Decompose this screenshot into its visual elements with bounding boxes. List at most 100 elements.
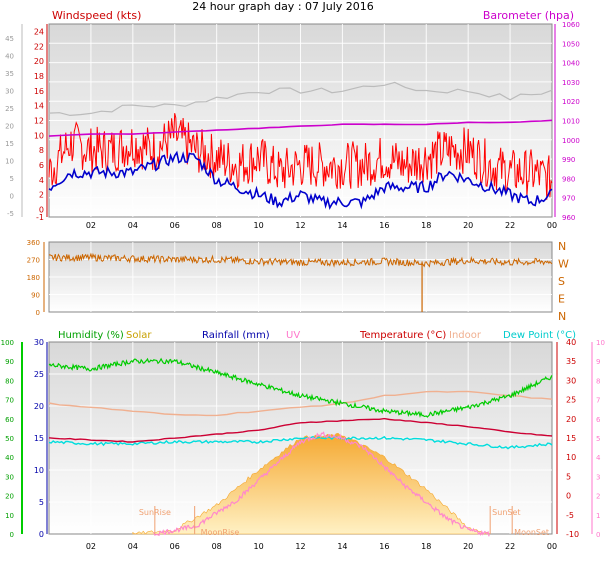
temperature-tick: 20	[566, 415, 576, 424]
wind-x-tick: 14	[337, 221, 347, 230]
humidity-tick: 40	[5, 454, 14, 462]
barometer-tick: 1030	[562, 79, 580, 87]
outer-wind-tick: 20	[5, 123, 14, 131]
uv-tick: 3	[596, 473, 600, 481]
barometer-tick: 990	[562, 156, 575, 164]
barometer-axis-label: Barometer (hpa)	[483, 9, 574, 22]
humidity-tick: 70	[5, 397, 14, 405]
temp-x-tick: 16	[379, 542, 389, 551]
barometer-tick: 1010	[562, 118, 580, 126]
rainfall-tick: 0	[39, 530, 44, 539]
windspeed-axis-label: Windspeed (kts)	[52, 9, 141, 22]
moonset-label: MoonSet	[514, 528, 549, 537]
temp-x-tick: 12	[295, 542, 305, 551]
outer-wind-tick: 30	[5, 88, 14, 96]
uv-tick: 9	[596, 358, 600, 366]
gust-line	[48, 113, 553, 200]
wind-tick: 14	[34, 102, 44, 111]
humidity-tick: 100	[1, 339, 14, 347]
direction-tick: 180	[27, 274, 40, 282]
uv-tick: 7	[596, 397, 600, 405]
outer-wind-tick: -5	[7, 210, 14, 218]
solar-label: Solar	[126, 330, 152, 341]
temperature-label: Temperature (°C)	[359, 330, 446, 341]
compass-label: W	[558, 258, 569, 271]
temp-x-tick: 20	[463, 542, 473, 551]
outer-wind-tick: 35	[5, 70, 14, 78]
temperature-tick: -5	[566, 511, 574, 520]
direction-tick: 0	[36, 309, 40, 317]
rainfall-tick: 25	[34, 370, 44, 379]
wind-tick: 2	[39, 191, 44, 200]
wind-tick: 22	[34, 42, 44, 51]
temperature-tick: -10	[566, 530, 579, 539]
barometer-tick: 980	[562, 175, 575, 183]
compass-label: S	[558, 275, 565, 288]
wind-x-tick: 16	[379, 221, 389, 230]
temperature-tick: 25	[566, 396, 576, 405]
wind-tick: 4	[39, 176, 44, 185]
temp-x-tick: 06	[170, 542, 180, 551]
temperature-tick: 0	[566, 492, 571, 501]
outer-wind-tick: 45	[5, 35, 14, 43]
humidity-line	[48, 357, 553, 418]
barometer-line	[48, 119, 553, 137]
rainfall-tick: 5	[39, 498, 44, 507]
wind-x-tick: 06	[170, 221, 180, 230]
temp-x-tick: 22	[505, 542, 515, 551]
humidity-tick: 30	[5, 473, 14, 481]
direction-line	[48, 252, 553, 268]
wind-tick: 18	[34, 72, 44, 81]
rainfall-tick: 30	[34, 338, 44, 347]
wind-tick: 8	[39, 146, 44, 155]
temperature-tick: 30	[566, 376, 576, 385]
direction-tick: 270	[27, 257, 40, 265]
temp-x-tick: 10	[253, 542, 263, 551]
uv-tick: 1	[596, 512, 600, 520]
outer-wind-tick: 40	[5, 53, 14, 61]
wind-x-tick: 00	[547, 221, 557, 230]
wind-tick: 16	[34, 87, 44, 96]
indoor-temperature-line	[48, 390, 553, 417]
outer-wind-tick: 0	[10, 193, 14, 201]
temp-x-tick: 04	[128, 542, 138, 551]
rainfall-label: Rainfall (mm)	[202, 330, 270, 341]
humidity-tick: 20	[5, 493, 14, 501]
uv-tick: 10	[596, 339, 605, 347]
compass-label: N	[558, 240, 566, 253]
outer-wind-tick: 15	[5, 140, 14, 148]
barometer-tick: 1040	[562, 60, 580, 68]
dewpoint-label: Dew Point (°C)	[503, 330, 576, 341]
wind-x-tick: 04	[128, 221, 138, 230]
uv-tick: 8	[596, 377, 600, 385]
chart-title: 24 hour graph day : 07 July 2016	[192, 0, 374, 13]
wind-x-tick: 08	[212, 221, 222, 230]
barometer-tick: 1020	[562, 98, 580, 106]
temp-x-tick: 02	[86, 542, 96, 551]
indoor-windspeed-line	[48, 81, 553, 117]
humidity-label: Humidity (%)	[58, 330, 124, 341]
wind-tick: 0	[39, 206, 44, 215]
temp-x-tick: 14	[337, 542, 347, 551]
wind-x-tick: 12	[295, 221, 305, 230]
wind-tick: -1	[36, 213, 44, 222]
dewpoint-line	[48, 435, 553, 450]
sunset-label: SunSet	[492, 508, 520, 517]
average-wind-line	[48, 150, 553, 210]
uv-tick: 0	[596, 531, 600, 539]
moonrise-label: MoonRise	[201, 528, 240, 537]
temperature-line	[48, 417, 553, 443]
wind-x-tick: 20	[463, 221, 473, 230]
temp-x-tick: 00	[547, 542, 557, 551]
humidity-tick: 60	[5, 416, 14, 424]
uv-tick: 4	[596, 454, 601, 462]
rainfall-tick: 20	[34, 402, 44, 411]
temperature-tick: 15	[566, 434, 576, 443]
humidity-tick: 90	[5, 358, 14, 366]
outer-wind-tick: 5	[10, 175, 14, 183]
temperature-tick: 35	[566, 357, 576, 366]
uv-line	[153, 431, 490, 537]
barometer-tick: 1060	[562, 21, 580, 29]
uv-tick: 5	[596, 435, 600, 443]
